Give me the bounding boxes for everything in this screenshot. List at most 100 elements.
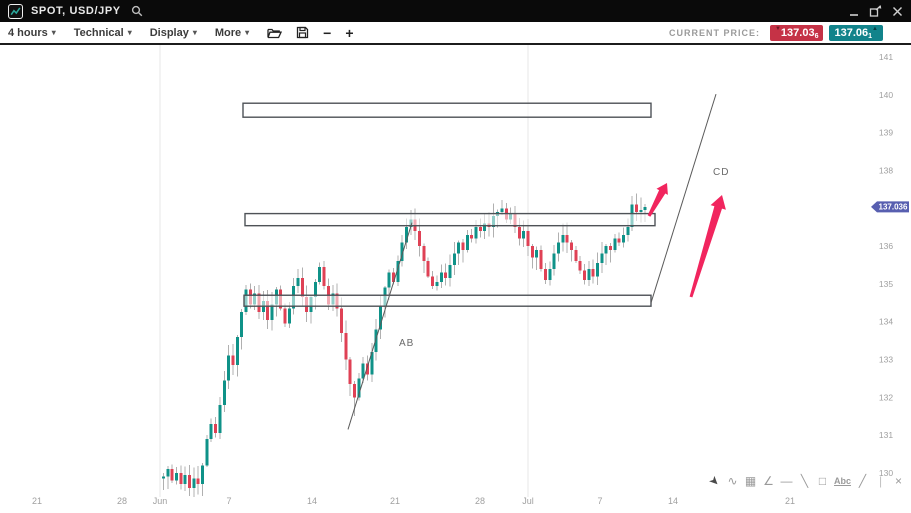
bear-candle — [543, 268, 547, 281]
time-tick: 28 — [117, 496, 127, 506]
time-tick: 14 — [307, 496, 317, 506]
restore-window-icon[interactable] — [869, 5, 882, 17]
bear-candle — [392, 272, 396, 283]
bear-candle — [196, 478, 200, 485]
display-dropdown[interactable]: Display ▾ — [150, 27, 197, 39]
drawing-toolbar: ➤ ∿ ▦ ∠ — ╲ □ Abc ╱ | × — [706, 472, 905, 489]
bull-candle — [240, 312, 244, 337]
price-tick: 135 — [879, 279, 893, 289]
time-tick: 14 — [668, 496, 678, 506]
bull-candle — [561, 234, 565, 243]
zoom-out-icon[interactable]: − — [323, 24, 332, 41]
bear-candle — [530, 246, 534, 258]
search-icon[interactable] — [131, 5, 143, 17]
chevron-down-icon: ▾ — [245, 28, 250, 37]
time-tick: 21 — [32, 496, 42, 506]
close-icon[interactable] — [892, 6, 903, 17]
bear-candle — [188, 474, 192, 489]
current-price-axis-badge — [871, 201, 909, 213]
price-tick: 133 — [879, 354, 893, 364]
bear-candle — [170, 469, 174, 481]
bull-candle — [587, 268, 591, 281]
bear-candle — [431, 276, 435, 286]
timeframe-label: 4 hours — [8, 26, 48, 39]
bull-candle — [166, 469, 170, 477]
display-label: Display — [149, 26, 189, 39]
down-tick-icon: ▼ — [774, 25, 781, 32]
ask-price-badge: 137.06 1 ▲ — [829, 24, 883, 41]
price-tick: 131 — [879, 430, 893, 440]
technical-label: Technical — [73, 26, 124, 39]
annotation-label-cd[interactable]: CD — [713, 167, 729, 178]
resistance-zone-upper[interactable] — [242, 102, 652, 118]
bull-candle — [175, 472, 179, 481]
support-zone-lower[interactable] — [243, 294, 652, 307]
bull-candle — [218, 404, 222, 434]
bull-candle — [201, 465, 205, 485]
time-tick: 21 — [390, 496, 400, 506]
current-price-label: CURRENT PRICE: — [668, 27, 760, 38]
time-tick: 7 — [597, 496, 602, 506]
trend-angle-icon[interactable]: ∠ — [763, 474, 774, 488]
pointer-icon[interactable]: ➤ — [705, 472, 724, 490]
bear-candle — [231, 355, 235, 366]
bull-candle — [222, 380, 226, 405]
zoom-in-icon[interactable]: + — [345, 24, 354, 41]
cd-trendline[interactable] — [650, 93, 717, 303]
bull-candle — [556, 242, 560, 254]
save-icon[interactable] — [296, 26, 309, 39]
timeframe-dropdown[interactable]: 4 hours ▾ — [8, 27, 56, 39]
bear-candle — [461, 242, 465, 250]
technical-dropdown[interactable]: Technical ▾ — [74, 27, 132, 39]
more-dropdown[interactable]: More ▾ — [215, 27, 249, 39]
price-tick: 138 — [879, 165, 893, 175]
annotation-label-ab[interactable]: AB — [399, 338, 414, 349]
price-tick: 141 — [879, 52, 893, 62]
minimize-icon[interactable] — [849, 5, 859, 17]
bid-price-value: 137.03 — [780, 26, 815, 39]
bull-candle — [374, 329, 378, 352]
bull-candle — [522, 230, 526, 239]
bull-candle — [270, 304, 274, 320]
bear-candle — [444, 272, 448, 279]
bear-candle — [539, 249, 543, 269]
ab-trendline[interactable] — [347, 222, 413, 430]
brush-icon[interactable]: ∿ — [727, 474, 738, 488]
bear-candle — [344, 333, 348, 360]
symbol-title: SPOT, USD/JPY — [31, 5, 121, 17]
text-tool-icon[interactable]: Abc — [834, 476, 852, 486]
bear-candle — [300, 278, 304, 298]
open-folder-icon[interactable] — [267, 27, 283, 39]
delete-drawing-icon[interactable]: × — [895, 474, 903, 488]
bull-candle — [643, 206, 647, 211]
bull-candle — [370, 351, 374, 375]
bull-candle — [361, 363, 365, 379]
bull-candle — [205, 438, 209, 466]
trend-line-icon[interactable]: ╲ — [800, 474, 809, 488]
projection-arrow-large[interactable] — [689, 195, 726, 298]
chart-toolbar: 4 hours ▾ Technical ▾ Display ▾ More ▾ −… — [0, 22, 911, 45]
bear-candle — [574, 249, 578, 262]
bear-candle — [214, 423, 218, 434]
bull-candle — [439, 272, 443, 283]
grid-icon[interactable]: ▦ — [744, 474, 757, 488]
bull-candle — [483, 223, 487, 231]
bear-candle — [266, 300, 270, 320]
bear-candle — [365, 363, 369, 375]
rectangle-icon[interactable]: □ — [818, 474, 827, 488]
bull-candle — [596, 263, 599, 277]
bull-candle — [600, 253, 604, 264]
price-tick: 134 — [879, 317, 893, 327]
bear-candle — [422, 246, 426, 262]
breakout-arrow-small[interactable] — [647, 183, 668, 217]
bear-candle — [348, 359, 352, 385]
bear-candle — [617, 238, 621, 243]
bear-candle — [179, 472, 183, 485]
resistance-zone-middle[interactable] — [244, 212, 656, 227]
bull-candle — [192, 478, 196, 489]
ray-icon[interactable]: ╱ — [858, 474, 867, 488]
bull-candle — [227, 355, 231, 381]
price-tick: 140 — [879, 90, 893, 100]
horizontal-line-icon[interactable]: — — [780, 474, 793, 488]
